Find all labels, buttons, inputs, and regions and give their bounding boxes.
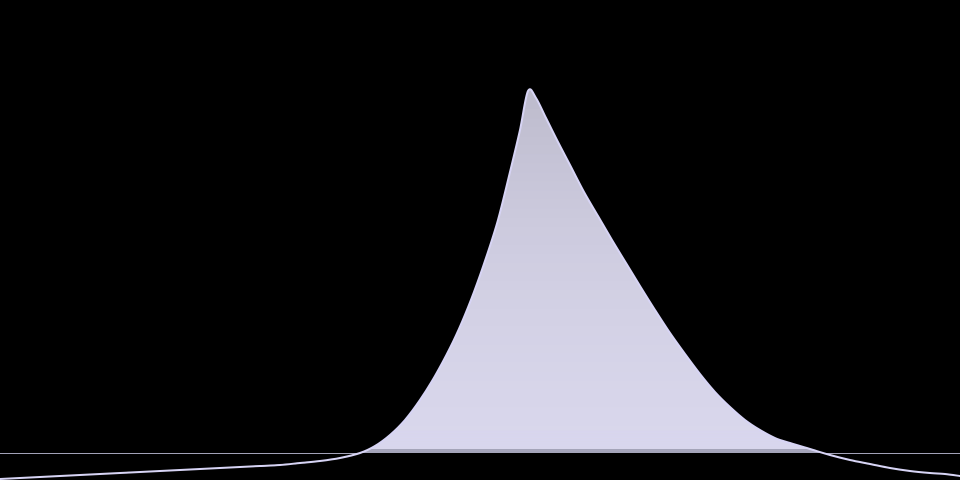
density-curve-outline	[0, 88, 960, 480]
density-core-fill	[369, 89, 810, 449]
